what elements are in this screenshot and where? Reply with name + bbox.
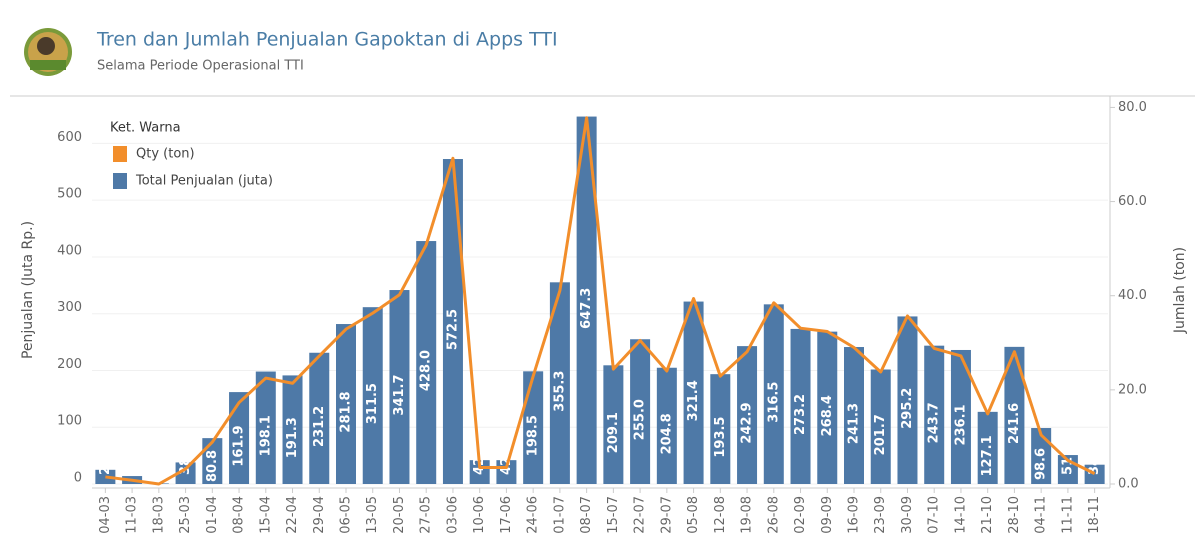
y-tick-label: 100 [57,414,82,429]
bar-value-label: 98.6 [1034,448,1049,480]
bar-value-label: 193.5 [713,417,728,458]
chart-subtitle: Selama Periode Operasional TTI [97,59,304,74]
x-tick-label: 04-11 [1034,496,1049,534]
x-tick-label: 17-06 [499,496,514,534]
bar-value-label: 198.5 [526,415,541,456]
x-tick-label: 15-04 [258,496,273,534]
bar-value-label: 201.7 [873,414,888,455]
x-tick-label: 27-05 [419,496,434,534]
plot: 0 100 200 300 400 500 600 0.0 20.0 40.0 60.0 80.0 04… [57,100,1147,534]
y2-tick-label: 80.0 [1118,100,1147,115]
bar-value-label: 241.6 [1007,403,1022,444]
logo [24,28,72,76]
y-axis-title: Penjualan (Juta Rp.) [20,221,36,359]
x-tick-label: 18-11 [1087,496,1102,534]
bar-value-label: 295.2 [900,388,915,429]
x-tick-label: 05-08 [686,496,701,534]
x-tick-label: 08-04 [232,496,247,534]
x-tick-label: 02-09 [793,496,808,534]
y2-tick-label: 20.0 [1118,382,1147,397]
bar-value-label: 191.3 [285,417,300,458]
bar-value-label: 242.9 [740,402,755,443]
legend-swatch [113,173,127,189]
x-tick-label: 20-05 [392,496,407,534]
bar-value-label: 198.1 [258,415,273,456]
bar-value-label: 273.2 [793,394,808,435]
x-tick-label: 29-04 [312,496,327,534]
x-tick-label: 22-04 [285,496,300,534]
bar-value-label: 25 [98,457,113,475]
x-tick-label: 06-05 [339,496,354,534]
x-tick-label: 10-06 [472,496,487,534]
x-tick-label: 15-07 [606,496,621,534]
bar-value-label: 281.8 [339,391,354,432]
y-tick-label: 600 [57,130,82,145]
legend-swatch [113,146,127,162]
bar-value-label: 268.4 [820,395,835,436]
x-tick-label: 19-08 [740,496,755,534]
x-tick-label: 30-09 [900,496,915,534]
bar-value-label: 572.5 [445,309,460,350]
bar-value-label: 80.8 [205,450,220,482]
x-tick-label: 04-03 [98,496,113,534]
y-tick-label: 300 [57,300,82,315]
chart-title: Tren dan Jumlah Penjualan Gapoktan di Ap… [96,29,558,51]
x-tick-label: 07-10 [927,496,942,534]
x-tick-label: 03-06 [445,496,460,534]
legend: Ket. Warna Qty (ton) Total Penjualan (jut… [110,121,273,190]
x-tick-label: 21-10 [980,496,995,534]
bar-value-label: 255.0 [633,399,648,440]
y-tick-label: 400 [57,243,82,258]
x-tick-label: 12-08 [713,496,728,534]
bar-value-label: 204.8 [659,413,674,454]
x-tick-label: 16-09 [847,496,862,534]
x-tick-label: 08-07 [579,496,594,534]
bar-value-label: 241.3 [847,403,862,444]
legend-label: Total Penjualan (juta) [135,174,273,189]
bar-value-label: 161.9 [232,425,247,466]
bar-value-label: 647.3 [579,288,594,329]
bar-value-label: 243.7 [927,402,942,443]
y2-tick-label: 0.0 [1118,477,1139,492]
x-tick-label: 11-11 [1060,496,1075,534]
x-tick-label: 01-04 [205,496,220,534]
y2-tick-label: 60.0 [1118,194,1147,209]
legend-label: Qty (ton) [136,147,195,162]
x-tick-label: 22-07 [633,496,648,534]
bar-value-label: 341.7 [392,374,407,415]
x-tick-label: 13-05 [365,496,380,534]
bar-value-label: 236.1 [953,404,968,445]
y-tick-label: 200 [57,357,82,372]
bar-value-label: 428.0 [419,350,434,391]
bar-value-label: 231.2 [312,406,327,447]
y2-tick-label: 40.0 [1118,288,1147,303]
bar-value-label: 127.1 [980,435,995,476]
x-tick-label: 24-06 [526,496,541,534]
y-tick-label: 0 [74,471,82,486]
x-tick-label: 18-03 [151,496,166,534]
bar-value-label: 316.5 [766,382,781,423]
bar-value-label: 321.4 [686,380,701,421]
bar-value-label: 14 [125,457,140,475]
x-tick-label: 11-03 [125,496,140,534]
bar-value-label: 311.5 [365,383,380,424]
x-tick-label: 14-10 [953,496,968,534]
x-tick-label: 01-07 [552,496,567,534]
chart: Tren dan Jumlah Penjualan Gapoktan di Ap… [0,0,1202,551]
y-tick-label: 500 [57,187,82,202]
y2-axis-title: Jumlah (ton) [1172,247,1188,334]
x-tick-label: 29-07 [659,496,674,534]
x-tick-label: 23-09 [873,496,888,534]
x-tick-label: 28-10 [1007,496,1022,534]
bar-value-label: 355.3 [552,371,567,412]
x-tick-label: 25-03 [178,496,193,534]
bar-value-label: 209.1 [606,412,621,453]
x-tick-label: 09-09 [820,496,835,534]
x-tick-label: 26-08 [766,496,781,534]
legend-title: Ket. Warna [110,121,181,136]
